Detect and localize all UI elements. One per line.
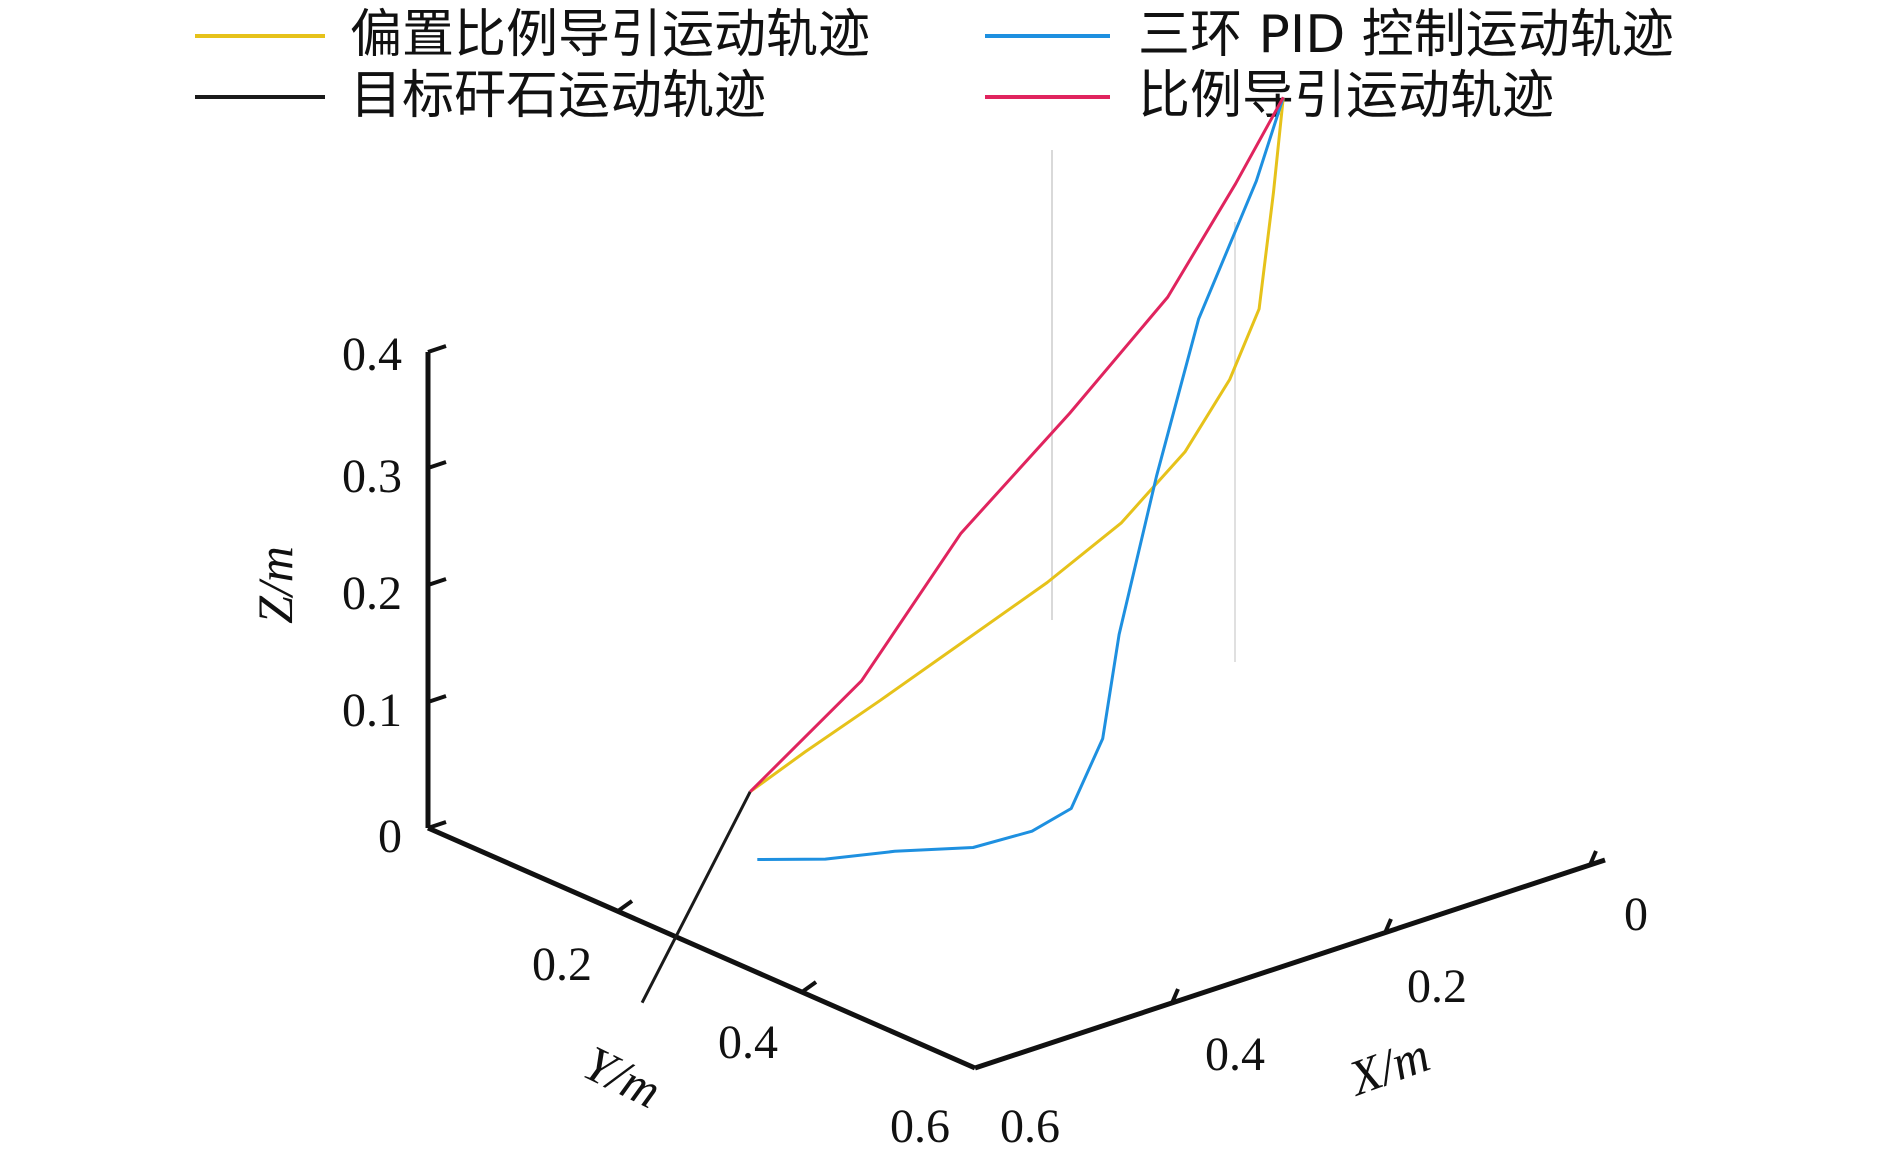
legend-label-pn: 比例导引运动轨迹 xyxy=(1138,66,1554,126)
legend-label-offset-pn: 偏置比例导引运动轨迹 xyxy=(350,5,870,65)
x-axis-line xyxy=(974,857,1606,1071)
x-tick xyxy=(1588,850,1598,866)
z-tick-label: 0.4 xyxy=(342,328,402,381)
z-tick xyxy=(427,460,447,470)
x-ticks: 0 0.2 0.4 0.6 xyxy=(1000,850,1648,1153)
legend-label-pid: 三环 PID 控制运动轨迹 xyxy=(1138,5,1674,65)
x-tick xyxy=(1383,918,1393,934)
z-tick-label: 0.3 xyxy=(342,450,402,503)
x-tick-label: 0.4 xyxy=(1205,1028,1265,1081)
y-axis-title: Y/m xyxy=(575,1034,669,1118)
legend-label-target: 目标矸石运动轨迹 xyxy=(350,66,766,126)
x-tick-label: 0.2 xyxy=(1407,960,1467,1013)
y-tick xyxy=(616,899,634,913)
x-axis-title: X/m xyxy=(1340,1026,1437,1107)
z-tick-label: 0.2 xyxy=(342,567,402,620)
series-pn-line xyxy=(749,96,1285,793)
z-tick-label: 0 xyxy=(378,810,402,863)
y-tick-label: 0.2 xyxy=(532,938,592,991)
x-tick-label: 0 xyxy=(1624,888,1648,941)
z-tick xyxy=(427,694,447,704)
trajectories xyxy=(640,96,1285,1004)
z-tick-label: 0.1 xyxy=(342,684,402,737)
series-pid-line xyxy=(757,96,1285,861)
y-tick-label: 0.4 xyxy=(718,1016,778,1069)
series-offset-pn-line xyxy=(749,97,1285,793)
y-ticks: 0.2 0.4 0.6 xyxy=(532,899,950,1153)
y-axis-line xyxy=(426,825,977,1071)
z-tick xyxy=(427,577,447,587)
axes xyxy=(425,352,1606,1071)
z-ticks: 0 0.1 0.2 0.3 0.4 xyxy=(342,328,447,863)
z-tick xyxy=(427,344,447,354)
legend: 偏置比例导引运动轨迹 三环 PID 控制运动轨迹 目标矸石运动轨迹 比例导引运动… xyxy=(195,5,1674,126)
series-target-line xyxy=(640,791,752,1004)
y-tick-label: 0.6 xyxy=(890,1100,950,1153)
z-tick xyxy=(427,820,447,830)
y-tick xyxy=(800,980,818,994)
z-axis-title: Z/m xyxy=(247,546,303,624)
x-tick-label: 0.6 xyxy=(1000,1100,1060,1153)
x-tick xyxy=(1170,988,1180,1004)
